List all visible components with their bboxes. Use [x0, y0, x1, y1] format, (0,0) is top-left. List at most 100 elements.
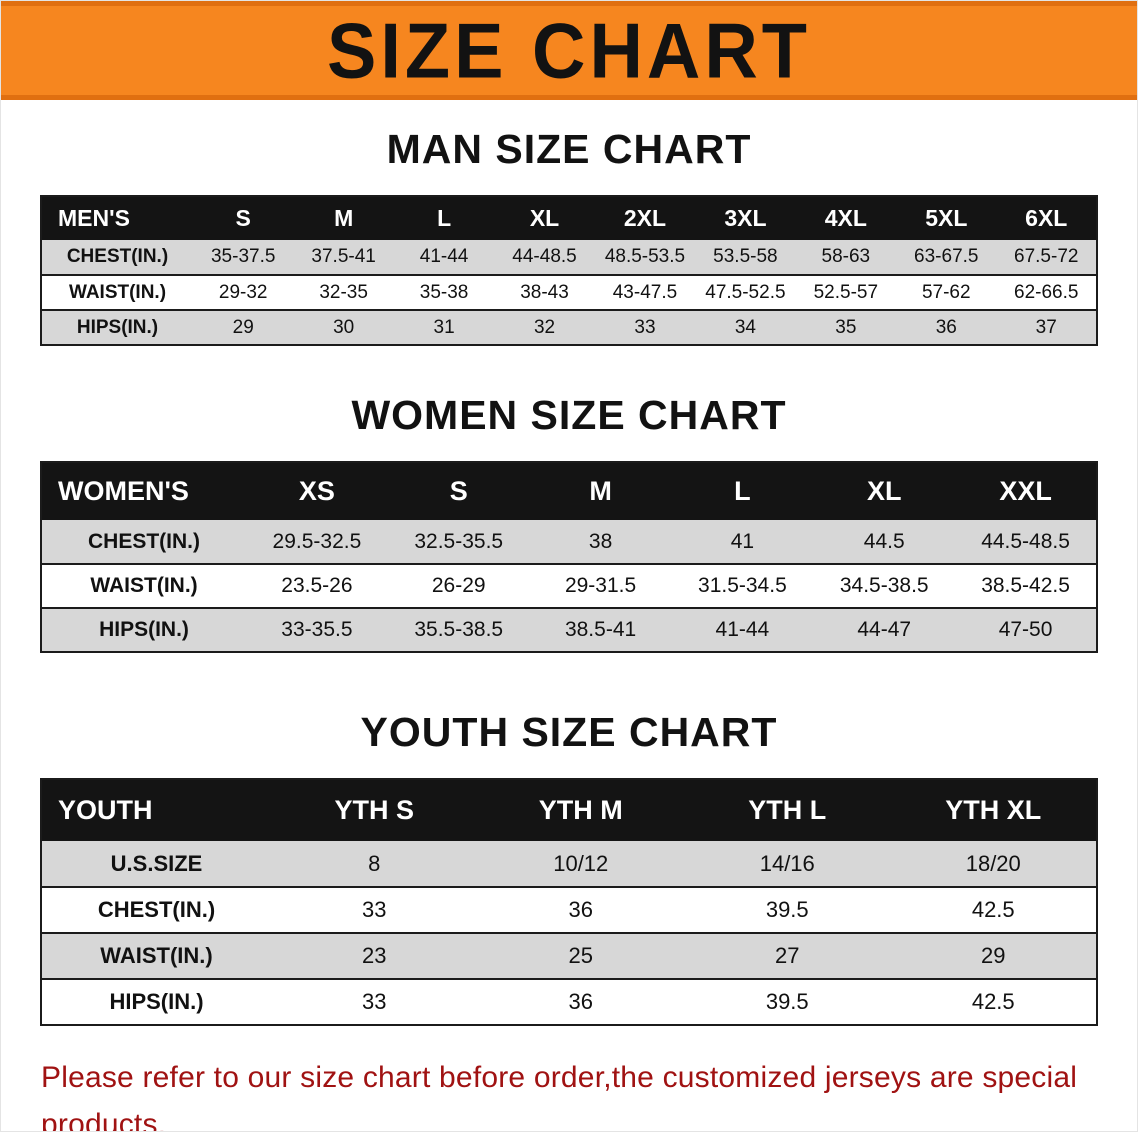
value-cell: 32.5-35.5	[387, 520, 530, 565]
size-header-cell: XL	[494, 196, 595, 240]
table-row: WAIST(IN.) 23 25 27 29	[41, 933, 1097, 980]
value-cell: 44.5-48.5	[955, 520, 1097, 565]
row-label-cell: HIPS(IN.)	[41, 979, 271, 1026]
value-cell: 43-47.5	[594, 275, 696, 311]
size-header-cell: YTH XL	[890, 779, 1097, 841]
value-cell: 53.5-58	[695, 240, 796, 276]
table-row: HIPS(IN.) 29 30 31 32 33 34 35 36 37	[41, 310, 1097, 346]
value-cell: 31	[393, 310, 495, 346]
row-label-cell: WAIST(IN.)	[41, 564, 246, 609]
row-label-cell: WAIST(IN.)	[41, 933, 271, 980]
value-cell: 26-29	[387, 564, 530, 609]
size-header-cell: S	[387, 462, 530, 520]
section-women: WOMEN SIZE CHART WOMEN'S XS S M L XL XXL CHEST(…	[1, 392, 1137, 653]
footer-note: Please refer to our size chart before or…	[41, 1054, 1097, 1132]
size-header-cell: M	[293, 196, 394, 240]
table-title-cell: WOMEN'S	[41, 462, 246, 520]
value-cell: 33	[594, 310, 696, 346]
banner: SIZE CHART	[1, 1, 1137, 100]
table-header-row: WOMEN'S XS S M L XL XXL	[41, 462, 1097, 520]
section-men: MAN SIZE CHART MEN'S S M L XL 2XL 3XL 4XL 5XL 6XL…	[1, 126, 1137, 346]
size-header-cell: XS	[246, 462, 388, 520]
value-cell: 32-35	[293, 275, 394, 311]
table-row: CHEST(IN.) 33 36 39.5 42.5	[41, 887, 1097, 934]
value-cell: 47-50	[955, 608, 1097, 653]
value-cell: 31.5-34.5	[671, 564, 814, 609]
value-cell: 35-37.5	[193, 240, 294, 276]
value-cell: 57-62	[896, 275, 997, 311]
value-cell: 44-48.5	[494, 240, 595, 276]
men-size-table: MEN'S S M L XL 2XL 3XL 4XL 5XL 6XL CHEST(IN.) 35-37…	[40, 195, 1098, 346]
value-cell: 35-38	[393, 275, 495, 311]
table-row: CHEST(IN.) 29.5-32.5 32.5-35.5 38 41 44.5 44.5…	[41, 520, 1097, 565]
footer-note-line1: Please refer to our size chart before or…	[41, 1061, 1078, 1132]
table-row: HIPS(IN.) 33-35.5 35.5-38.5 38.5-41 41-44 44-…	[41, 608, 1097, 653]
women-section-title: WOMEN SIZE CHART	[351, 392, 787, 438]
value-cell: 35.5-38.5	[387, 608, 530, 653]
table-header-row: MEN'S S M L XL 2XL 3XL 4XL 5XL 6XL	[41, 196, 1097, 240]
row-label-cell: WAIST(IN.)	[41, 275, 193, 311]
value-cell: 35	[795, 310, 897, 346]
youth-section-title: YOUTH SIZE CHART	[360, 709, 778, 755]
size-header-cell: L	[671, 462, 814, 520]
size-header-cell: XL	[813, 462, 956, 520]
value-cell: 33	[271, 887, 478, 934]
page-title: SIZE CHART	[327, 6, 811, 94]
size-header-cell: 3XL	[695, 196, 796, 240]
value-cell: 8	[271, 841, 478, 888]
value-cell: 14/16	[684, 841, 891, 888]
value-cell: 23	[271, 933, 478, 980]
value-cell: 10/12	[477, 841, 684, 888]
value-cell: 67.5-72	[996, 240, 1097, 276]
value-cell: 27	[684, 933, 891, 980]
table-header-row: YOUTH YTH S YTH M YTH L YTH XL	[41, 779, 1097, 841]
size-header-cell: M	[529, 462, 672, 520]
size-header-cell: 4XL	[795, 196, 897, 240]
value-cell: 44.5	[813, 520, 956, 565]
value-cell: 39.5	[684, 887, 891, 934]
table-row: HIPS(IN.) 33 36 39.5 42.5	[41, 979, 1097, 1026]
value-cell: 29-31.5	[529, 564, 672, 609]
size-header-cell: YTH M	[477, 779, 684, 841]
size-header-cell: S	[193, 196, 294, 240]
table-row: WAIST(IN.) 23.5-26 26-29 29-31.5 31.5-34.5 34…	[41, 564, 1097, 609]
value-cell: 30	[293, 310, 394, 346]
value-cell: 63-67.5	[896, 240, 997, 276]
table-title-cell: YOUTH	[41, 779, 271, 841]
value-cell: 39.5	[684, 979, 891, 1026]
value-cell: 23.5-26	[246, 564, 388, 609]
value-cell: 25	[477, 933, 684, 980]
value-cell: 41	[671, 520, 814, 565]
table-title-cell: MEN'S	[41, 196, 193, 240]
table-row: U.S.SIZE 8 10/12 14/16 18/20	[41, 841, 1097, 888]
value-cell: 29.5-32.5	[246, 520, 388, 565]
value-cell: 36	[477, 887, 684, 934]
value-cell: 41-44	[393, 240, 495, 276]
value-cell: 47.5-52.5	[695, 275, 796, 311]
value-cell: 32	[494, 310, 595, 346]
table-row: WAIST(IN.) 29-32 32-35 35-38 38-43 43-47.5 47.…	[41, 275, 1097, 311]
value-cell: 41-44	[671, 608, 814, 653]
size-header-cell: 2XL	[594, 196, 696, 240]
size-header-cell: YTH L	[684, 779, 891, 841]
value-cell: 62-66.5	[996, 275, 1097, 311]
table-row: CHEST(IN.) 35-37.5 37.5-41 41-44 44-48.5 48.5…	[41, 240, 1097, 276]
value-cell: 34.5-38.5	[813, 564, 956, 609]
value-cell: 18/20	[890, 841, 1097, 888]
value-cell: 34	[695, 310, 796, 346]
row-label-cell: CHEST(IN.)	[41, 520, 246, 565]
value-cell: 38	[529, 520, 672, 565]
women-size-table: WOMEN'S XS S M L XL XXL CHEST(IN.) 29.5-32.5 32.5…	[40, 461, 1098, 653]
value-cell: 33-35.5	[246, 608, 388, 653]
value-cell: 38-43	[494, 275, 595, 311]
value-cell: 48.5-53.5	[594, 240, 696, 276]
value-cell: 29	[890, 933, 1097, 980]
value-cell: 52.5-57	[795, 275, 897, 311]
value-cell: 44-47	[813, 608, 956, 653]
row-label-cell: HIPS(IN.)	[41, 310, 193, 346]
value-cell: 33	[271, 979, 478, 1026]
value-cell: 37.5-41	[293, 240, 394, 276]
row-label-cell: HIPS(IN.)	[41, 608, 246, 653]
value-cell: 36	[477, 979, 684, 1026]
